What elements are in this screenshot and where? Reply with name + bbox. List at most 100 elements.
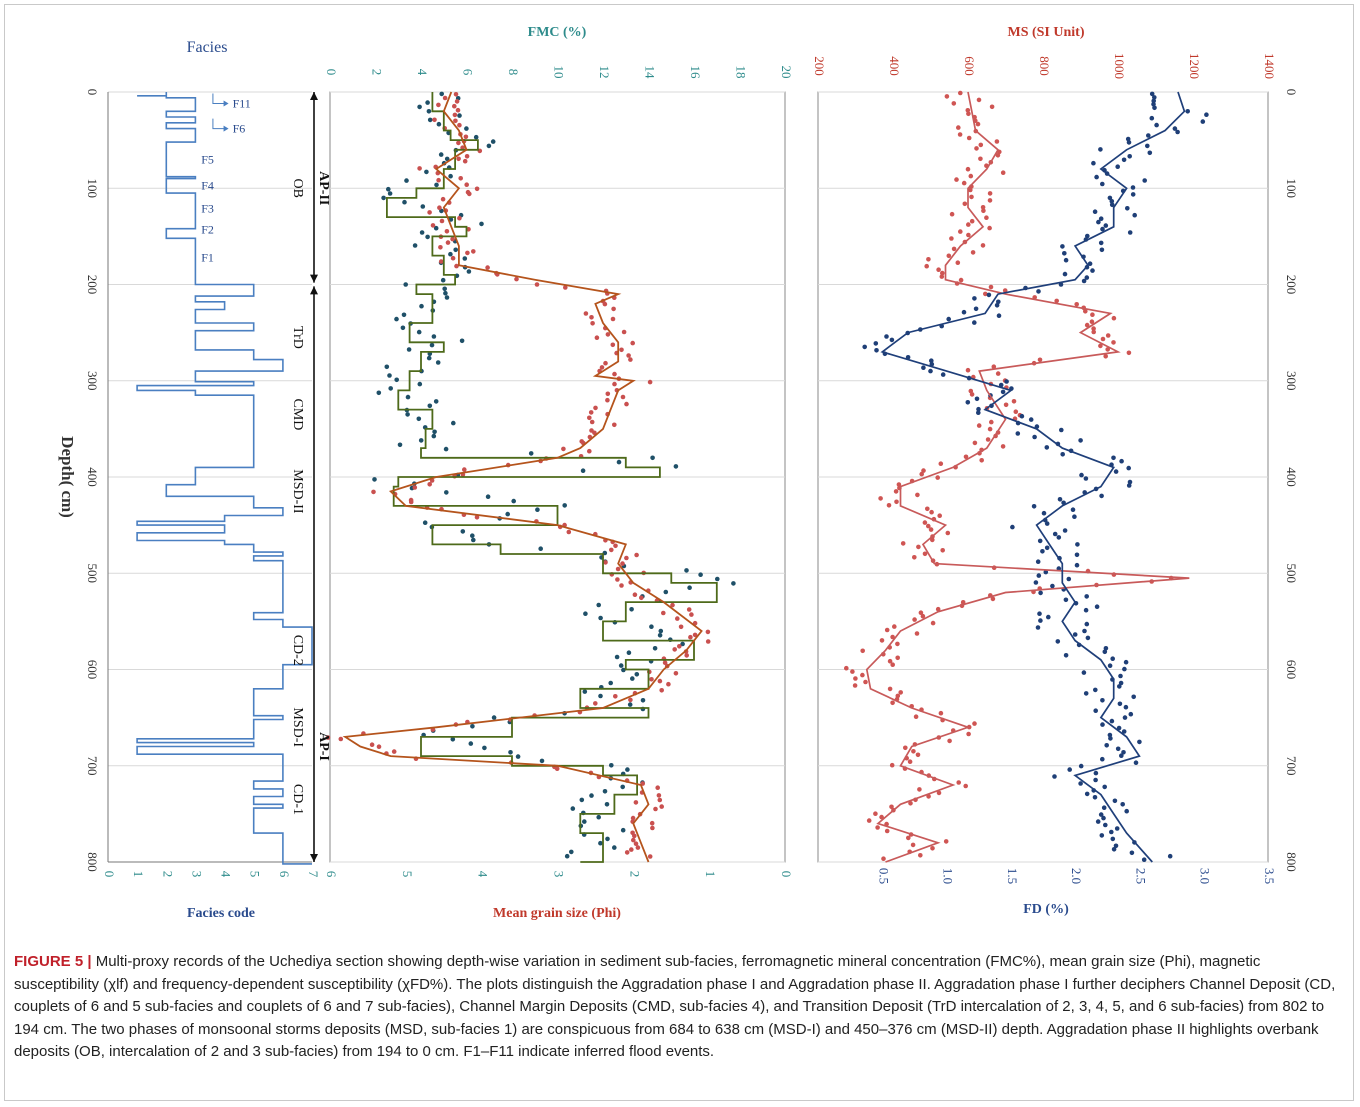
grain-point: [464, 182, 470, 187]
grain-point: [589, 419, 595, 425]
ms-point: [853, 676, 858, 681]
ms-point: [860, 672, 865, 678]
grain-point: [659, 688, 664, 693]
fd-tick-label: 2.0: [1069, 868, 1084, 884]
fd-point: [1175, 129, 1180, 135]
ms-point: [860, 648, 865, 654]
fd-point: [1083, 476, 1089, 481]
ms-point: [994, 139, 1000, 144]
grain-point: [657, 797, 663, 803]
ms-point: [1098, 343, 1103, 349]
fd-point: [996, 299, 1001, 305]
fd-point: [1044, 545, 1050, 551]
fd-point: [862, 344, 867, 350]
fd-point: [1066, 576, 1072, 582]
fd-point: [1067, 767, 1072, 772]
fmc-point: [471, 537, 476, 543]
ms-point: [963, 454, 969, 460]
grain-point: [630, 815, 636, 821]
fmc-point: [401, 312, 407, 318]
grain-point: [656, 793, 662, 798]
grain-point: [647, 854, 653, 859]
ms-point: [890, 634, 895, 640]
ms-point: [879, 814, 884, 820]
ms-point: [1003, 402, 1009, 408]
fmc-point: [539, 758, 545, 764]
ms-point: [980, 243, 986, 248]
grain-point: [592, 430, 597, 436]
depth-tick-label: 700: [85, 756, 100, 776]
fd-point: [1062, 528, 1068, 533]
ms-point: [936, 790, 942, 796]
fd-point: [1101, 815, 1106, 821]
grain-point: [615, 577, 620, 582]
fmc-point: [386, 186, 391, 192]
unit-label: TrD: [290, 326, 305, 349]
fmc-point: [397, 442, 403, 448]
flood-arrowhead: [223, 125, 229, 132]
ms-point: [908, 801, 913, 806]
fd-point: [1084, 791, 1090, 797]
ms-point: [983, 291, 988, 297]
grain-point: [615, 566, 621, 572]
grain-point: [453, 118, 458, 124]
fmc-point: [684, 568, 689, 573]
fmc-point: [583, 611, 588, 616]
fd-point: [1149, 91, 1155, 97]
ms-point: [938, 461, 944, 467]
fd-point: [921, 365, 926, 371]
fmc-point: [608, 680, 613, 686]
ms-point: [945, 530, 951, 536]
fd-point: [1081, 670, 1087, 675]
fmc-point: [422, 520, 428, 525]
grain-point: [662, 660, 668, 665]
fmc-point: [402, 199, 407, 205]
fmc-point: [460, 529, 466, 534]
fd-point: [1109, 199, 1115, 204]
ms-point: [935, 606, 941, 612]
fd-point: [1100, 698, 1105, 703]
flood-arrow: [212, 118, 225, 130]
fmc-point: [443, 290, 448, 296]
grain-point: [631, 837, 636, 843]
fmc-point: [614, 654, 620, 660]
fd-point: [1062, 271, 1068, 277]
flood-label: F3: [201, 201, 214, 215]
grain-point: [650, 825, 655, 831]
grain-point: [391, 749, 397, 754]
fmc-point: [426, 109, 432, 114]
fmc-point: [652, 646, 658, 651]
grain-point: [456, 156, 461, 162]
grain-point: [632, 592, 638, 597]
ms-point: [1013, 409, 1019, 415]
ms-point: [892, 624, 897, 629]
ms-tick-label: 200: [812, 56, 827, 76]
fmc-point: [416, 329, 422, 335]
ms-point: [944, 94, 950, 99]
grain-point: [593, 701, 598, 706]
fd-point: [1145, 143, 1150, 149]
ms-point: [962, 201, 968, 207]
fd-point: [1128, 711, 1134, 717]
fd-point: [1146, 133, 1151, 138]
grain-point: [705, 639, 711, 644]
grain-point: [371, 489, 376, 495]
fmc-point: [616, 459, 622, 465]
ms-point: [1105, 333, 1111, 338]
ms-point: [930, 537, 935, 543]
flood-label: F1: [201, 251, 214, 265]
ms-point: [930, 620, 936, 626]
fd-point: [1036, 289, 1041, 294]
fmc-tick-label: 20: [779, 66, 794, 79]
grain-point: [594, 335, 600, 341]
fd-point: [1099, 247, 1105, 253]
facies-code-tick: 7: [306, 871, 321, 878]
ms-point: [850, 669, 855, 674]
fmc-tick-label: 8: [506, 69, 521, 76]
ms-point: [1011, 399, 1017, 404]
facies-title: Facies: [187, 39, 228, 56]
fd-point: [1037, 611, 1042, 616]
grain-point: [485, 265, 490, 270]
facies-code-tick: 6: [277, 871, 292, 878]
grain-point: [590, 321, 595, 326]
